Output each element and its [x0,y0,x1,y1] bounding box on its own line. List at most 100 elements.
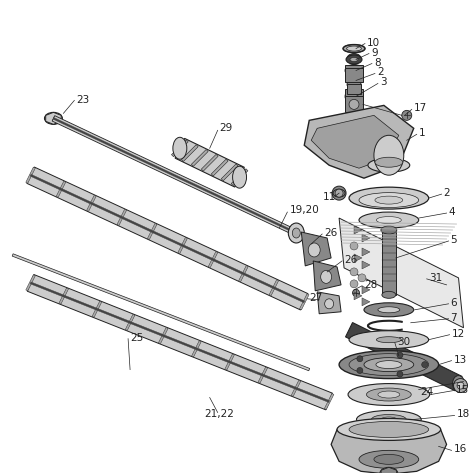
Ellipse shape [376,337,401,343]
Circle shape [357,367,363,374]
Polygon shape [92,301,102,317]
Ellipse shape [348,383,429,405]
Polygon shape [182,145,198,162]
Text: 2: 2 [444,188,450,198]
Polygon shape [53,118,295,233]
Ellipse shape [349,331,428,349]
Circle shape [335,189,343,197]
Ellipse shape [359,212,419,228]
Text: 5: 5 [451,235,457,245]
Polygon shape [178,237,187,254]
Text: 23: 23 [76,95,90,105]
Polygon shape [258,367,267,383]
Polygon shape [201,155,218,171]
Text: 13: 13 [454,355,467,365]
Polygon shape [125,314,135,330]
Polygon shape [208,252,218,268]
Polygon shape [59,288,69,304]
Polygon shape [381,467,397,474]
Ellipse shape [349,421,428,438]
Ellipse shape [382,292,396,298]
Text: 31: 31 [428,273,442,283]
Ellipse shape [454,379,467,392]
Polygon shape [26,275,36,291]
Text: 7: 7 [451,313,457,323]
Polygon shape [347,84,361,94]
Text: 19,20: 19,20 [289,205,319,215]
Polygon shape [354,226,362,234]
Text: 26: 26 [344,255,357,265]
Polygon shape [354,292,362,300]
Ellipse shape [347,54,361,64]
Polygon shape [175,138,244,187]
Polygon shape [191,341,201,357]
Polygon shape [362,286,370,294]
Polygon shape [52,116,296,235]
Ellipse shape [381,226,397,234]
Polygon shape [304,105,414,178]
Text: 28: 28 [364,280,377,290]
Text: 29: 29 [219,123,233,133]
Polygon shape [191,149,208,166]
Ellipse shape [337,419,441,440]
Text: 24: 24 [421,386,434,397]
Ellipse shape [380,467,398,474]
Ellipse shape [366,388,411,401]
Ellipse shape [376,217,401,224]
Polygon shape [27,167,308,310]
Ellipse shape [347,80,361,90]
Circle shape [402,110,412,120]
Text: 4: 4 [448,207,455,217]
Polygon shape [238,265,248,282]
Polygon shape [311,115,399,168]
Polygon shape [158,328,168,344]
Polygon shape [172,140,188,157]
Ellipse shape [173,137,187,159]
Ellipse shape [353,289,359,296]
Polygon shape [26,167,36,183]
Text: 6: 6 [451,298,457,308]
Polygon shape [30,174,305,303]
Ellipse shape [372,414,406,424]
Text: 12: 12 [452,328,465,339]
Polygon shape [345,69,363,82]
Ellipse shape [384,470,394,474]
Text: 8: 8 [374,57,381,67]
Ellipse shape [374,455,404,465]
Circle shape [332,186,346,200]
Polygon shape [269,280,279,296]
Ellipse shape [346,55,362,64]
Ellipse shape [375,157,403,167]
Polygon shape [339,218,464,328]
Polygon shape [362,298,370,306]
Ellipse shape [376,361,402,369]
Polygon shape [147,223,157,239]
Ellipse shape [349,354,428,375]
Ellipse shape [359,450,419,468]
Polygon shape [354,254,362,262]
Ellipse shape [288,223,304,243]
Polygon shape [345,96,363,112]
Polygon shape [291,380,301,396]
Polygon shape [46,112,61,124]
Polygon shape [317,292,341,314]
Ellipse shape [349,100,359,109]
Ellipse shape [292,228,300,238]
Polygon shape [231,169,248,186]
Ellipse shape [364,358,414,372]
Ellipse shape [457,382,464,389]
Text: 16: 16 [454,445,467,455]
Text: 30: 30 [397,337,410,346]
Polygon shape [331,429,447,474]
Polygon shape [313,261,341,291]
Polygon shape [324,393,334,410]
Polygon shape [56,181,66,197]
Polygon shape [53,117,295,234]
Ellipse shape [456,380,462,388]
Ellipse shape [345,90,363,103]
Text: 17: 17 [414,103,427,113]
Polygon shape [345,64,363,76]
Text: 11: 11 [323,192,337,202]
Ellipse shape [378,391,400,398]
Polygon shape [211,159,228,176]
